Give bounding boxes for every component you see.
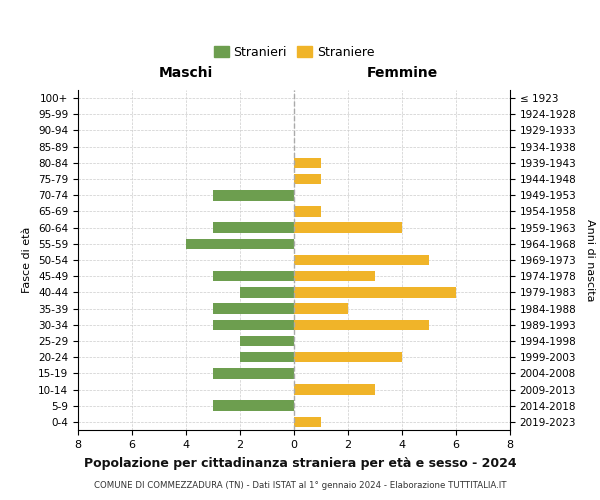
Bar (240, 352, 294, 362)
Bar (294, 222, 402, 233)
Bar (213, 222, 294, 233)
Bar (294, 287, 456, 298)
Bar (213, 304, 294, 314)
Text: Femmine: Femmine (367, 66, 437, 80)
Bar (294, 271, 375, 281)
Bar (213, 400, 294, 411)
Bar (294, 352, 402, 362)
Bar (294, 206, 321, 216)
Bar (294, 174, 321, 184)
Bar (294, 254, 429, 266)
Bar (294, 416, 321, 427)
Bar (213, 271, 294, 281)
Bar (294, 384, 375, 395)
Y-axis label: Anni di nascita: Anni di nascita (585, 219, 595, 301)
Bar (213, 368, 294, 378)
Text: Maschi: Maschi (159, 66, 213, 80)
Bar (240, 336, 294, 346)
Bar (294, 320, 429, 330)
Text: COMUNE DI COMMEZZADURA (TN) - Dati ISTAT al 1° gennaio 2024 - Elaborazione TUTTI: COMUNE DI COMMEZZADURA (TN) - Dati ISTAT… (94, 480, 506, 490)
Bar (213, 320, 294, 330)
Bar (294, 304, 348, 314)
Text: Popolazione per cittadinanza straniera per età e sesso - 2024: Popolazione per cittadinanza straniera p… (83, 458, 517, 470)
Bar (294, 158, 321, 168)
Bar (240, 287, 294, 298)
Bar (213, 190, 294, 200)
Legend: Stranieri, Straniere: Stranieri, Straniere (210, 42, 378, 62)
Bar (186, 238, 294, 249)
Y-axis label: Fasce di età: Fasce di età (22, 227, 32, 293)
